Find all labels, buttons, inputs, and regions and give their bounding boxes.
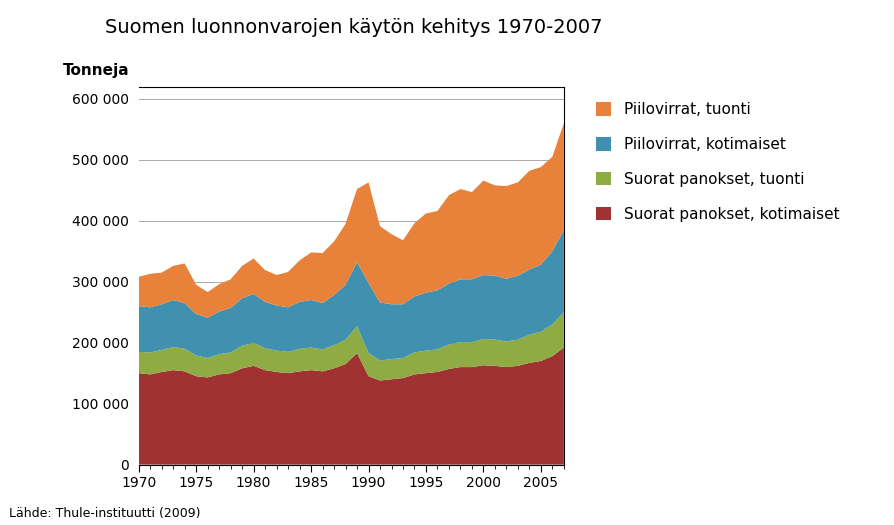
Legend: Piilovirrat, tuonti, Piilovirrat, kotimaiset, Suorat panokset, tuonti, Suorat pa: Piilovirrat, tuonti, Piilovirrat, kotima… bbox=[588, 94, 846, 229]
Text: Lähde: Thule-instituutti (2009): Lähde: Thule-instituutti (2009) bbox=[9, 507, 200, 520]
Text: Tonneja: Tonneja bbox=[63, 63, 129, 78]
Text: Suomen luonnonvarojen käytön kehitys 1970-2007: Suomen luonnonvarojen käytön kehitys 197… bbox=[105, 18, 602, 37]
